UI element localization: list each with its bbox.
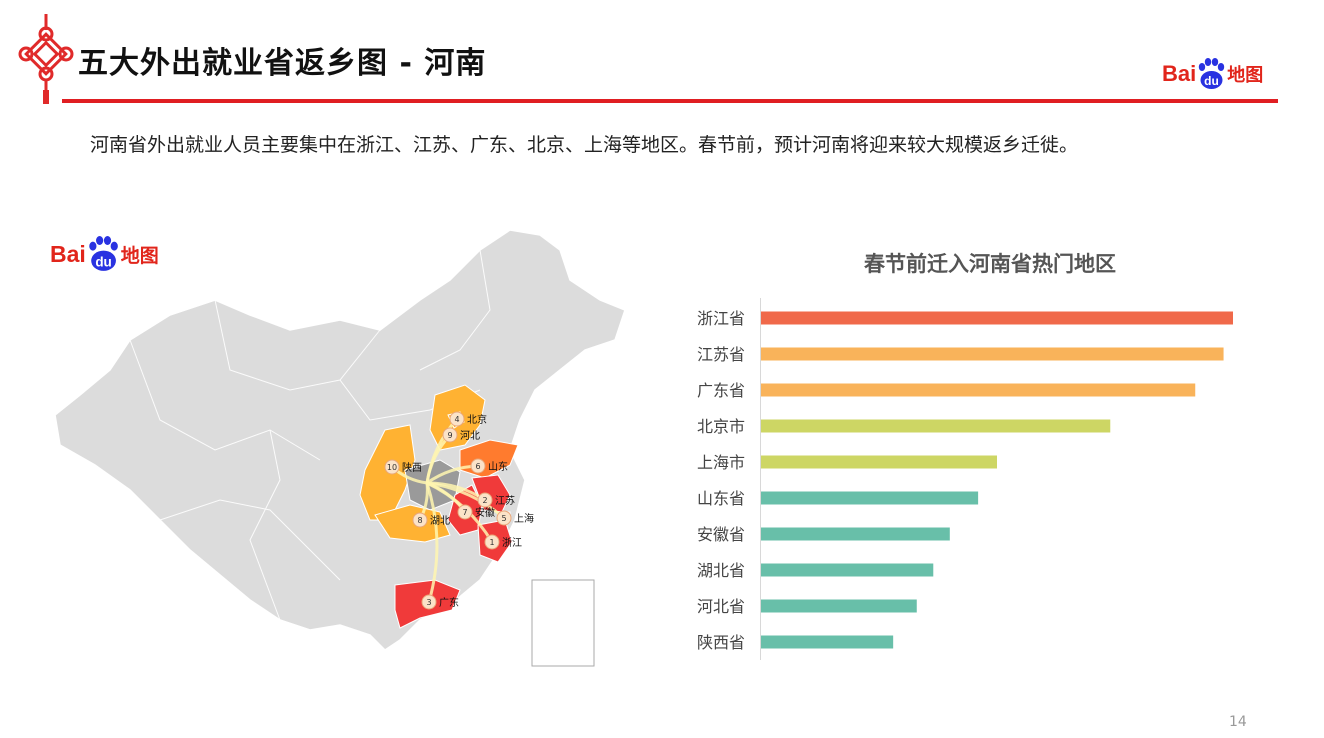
flow-line xyxy=(426,481,505,520)
marker-dot xyxy=(449,411,465,427)
marker-dot xyxy=(457,504,473,520)
marker-dot xyxy=(442,427,458,443)
marker-name: 广东 xyxy=(439,596,459,609)
bar xyxy=(761,419,1111,433)
page-title: 五大外出就业省返乡图 - 河南 xyxy=(78,46,487,81)
bar xyxy=(761,599,917,613)
marker-dot xyxy=(384,459,400,475)
logo-suffix: 地图 xyxy=(1227,65,1264,86)
marker-rank: 5 xyxy=(501,514,506,523)
bar-chart: 春节前迁入河南省热门地区 浙江省江苏省广东省北京市上海市山东省安徽省湖北省河北省… xyxy=(660,240,1300,670)
paw-icon: du xyxy=(1199,58,1225,89)
map-baidu-logo: Bai du 地图 xyxy=(50,236,159,272)
bar xyxy=(761,527,950,541)
marker-dot xyxy=(496,510,512,526)
bar xyxy=(761,347,1224,361)
marker-dot xyxy=(470,458,486,474)
marker-rank: 1 xyxy=(489,538,494,547)
province-hubei xyxy=(374,504,451,543)
page-number: 14 xyxy=(1229,714,1247,730)
map-logo-suffix: 地图 xyxy=(120,244,159,267)
marker-rank: 2 xyxy=(482,496,487,505)
bar-label: 浙江省 xyxy=(697,309,745,328)
bar-label: 江苏省 xyxy=(697,345,745,364)
bar-label: 湖北省 xyxy=(697,561,745,580)
marker-dot xyxy=(484,534,500,550)
province-markers: 1 浙江 2 江苏 3 广东 4 北京 5 上海 6 山东 7 安徽 8 湖北 9 河北 10 陕西 xyxy=(384,411,534,610)
marker-dot xyxy=(421,594,437,610)
bar-label: 广东省 xyxy=(697,381,745,400)
bar-label: 北京市 xyxy=(697,417,745,436)
bar xyxy=(761,635,894,649)
bar xyxy=(761,311,1233,325)
marker-rank: 3 xyxy=(426,598,431,607)
chart-title: 春节前迁入河南省热门地区 xyxy=(864,252,1116,276)
marker-name: 江苏 xyxy=(495,494,515,507)
logo-text: Bai xyxy=(1162,61,1197,86)
marker-name: 安徽 xyxy=(475,506,495,519)
china-map-svg: 1 浙江 2 江苏 3 广东 4 北京 5 上海 6 山东 7 安徽 8 湖北 9 河北 10 陕西 xyxy=(54,229,626,667)
chinese-knot-icon xyxy=(18,14,74,104)
marker-dot xyxy=(477,492,493,508)
migration-map: Bai du 地图 xyxy=(40,220,640,675)
marker-rank: 8 xyxy=(417,516,422,525)
bar-chart-svg: 春节前迁入河南省热门地区 浙江省江苏省广东省北京市上海市山东省安徽省湖北省河北省… xyxy=(697,252,1233,660)
marker-name: 陕西 xyxy=(402,461,422,474)
marker-rank: 7 xyxy=(462,508,467,517)
description-text: 河南省外出就业人员主要集中在浙江、江苏、广东、北京、上海等地区。春节前，预计河南… xyxy=(90,134,1079,156)
bar xyxy=(761,455,997,469)
marker-name: 上海 xyxy=(514,512,534,525)
marker-name: 浙江 xyxy=(502,537,522,549)
marker-name: 河北 xyxy=(460,430,480,442)
marker-name: 山东 xyxy=(488,460,508,473)
title-divider xyxy=(62,99,1278,103)
bar-label: 山东省 xyxy=(697,489,745,508)
bar-label: 河北省 xyxy=(697,597,745,616)
marker-rank: 10 xyxy=(387,463,397,472)
bar-label: 陕西省 xyxy=(697,633,745,652)
bar-label: 上海市 xyxy=(697,453,745,472)
map-paw-icon: du xyxy=(89,236,118,271)
south-china-sea-inset xyxy=(531,579,595,667)
map-logo-paw-text: du xyxy=(95,254,112,269)
marker-name: 北京 xyxy=(467,413,487,426)
map-logo-text: Bai xyxy=(50,240,86,267)
logo-paw-text: du xyxy=(1204,74,1219,88)
marker-rank: 4 xyxy=(454,415,459,424)
bar-label: 安徽省 xyxy=(697,525,745,544)
bar xyxy=(761,491,979,505)
marker-dot xyxy=(412,512,428,528)
marker-rank: 6 xyxy=(475,462,480,471)
bar xyxy=(761,383,1196,397)
baidu-map-logo: Bai du 地图 xyxy=(1162,58,1263,90)
flow-line xyxy=(425,482,439,603)
bar xyxy=(761,563,934,577)
marker-name: 湖北 xyxy=(430,515,450,527)
marker-rank: 9 xyxy=(447,431,452,440)
